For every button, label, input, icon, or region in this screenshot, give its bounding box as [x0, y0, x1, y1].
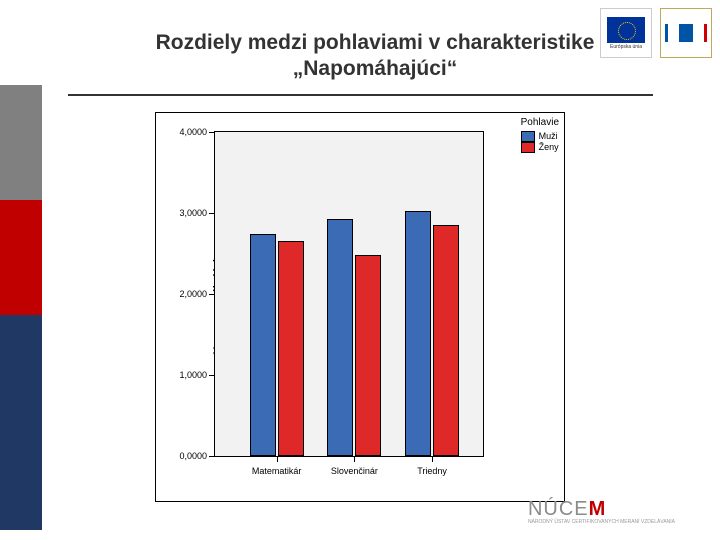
bar-group: [327, 132, 381, 456]
side-block-red: [0, 200, 42, 315]
bar-group: [250, 132, 304, 456]
y-tick-label: 4,0000: [179, 127, 207, 137]
legend-item: Muži: [521, 131, 559, 142]
bar: [250, 234, 276, 456]
legend-title: Pohlavie: [521, 117, 559, 129]
legend: Pohlavie Muži Ženy: [521, 117, 559, 153]
nucem-logo: NÚCEM NÁRODNÝ ÚSTAV CERTIFIKOVANÝCH MERA…: [528, 499, 675, 525]
legend-label: Ženy: [539, 142, 559, 153]
legend-label: Muži: [539, 131, 558, 142]
chart-frame: Mean napomáhajúci Pohlavie Muži Ženy 0,0…: [155, 112, 565, 502]
legend-swatch: [521, 142, 535, 153]
bar-group: [405, 132, 459, 456]
y-tick-label: 0,0000: [179, 451, 207, 461]
title-underline: [68, 94, 653, 96]
y-tick: [209, 294, 215, 295]
side-block-grey: [0, 85, 42, 200]
bar: [433, 225, 459, 456]
title-line-1: Rozdiely medzi pohlaviami v charakterist…: [156, 31, 595, 54]
x-tick: [432, 456, 433, 462]
y-tick-label: 1,0000: [179, 370, 207, 380]
nucem-text: NÚCE: [528, 498, 589, 520]
legend-swatch: [521, 131, 535, 142]
x-tick: [277, 456, 278, 462]
legend-item: Ženy: [521, 142, 559, 153]
y-tick-label: 3,0000: [179, 208, 207, 218]
title-line-2: „Napomáhajúci“: [293, 57, 458, 80]
side-block-navy: [0, 315, 42, 530]
bar: [327, 219, 353, 456]
plot-area: 0,00001,00002,00003,00004,0000Matematiká…: [214, 131, 484, 457]
y-tick: [209, 375, 215, 376]
x-tick-label: Slovenčinár: [331, 466, 378, 476]
x-tick-label: Matematikár: [252, 466, 302, 476]
nucem-accent: M: [589, 498, 607, 520]
x-tick: [354, 456, 355, 462]
y-tick: [209, 213, 215, 214]
nucem-sub: NÁRODNÝ ÚSTAV CERTIFIKOVANÝCH MERANÍ VZD…: [528, 520, 675, 525]
bar: [405, 211, 431, 456]
secondary-logo: [660, 8, 712, 58]
slide: Európska únia Rozdiely medzi pohlaviami …: [0, 0, 720, 540]
secondary-logo-icon: [679, 24, 693, 42]
y-tick: [209, 456, 215, 457]
bar: [355, 255, 381, 456]
y-tick: [209, 132, 215, 133]
bar: [278, 241, 304, 456]
y-tick-label: 2,0000: [179, 289, 207, 299]
slide-title: Rozdiely medzi pohlaviami v charakterist…: [95, 30, 655, 83]
x-tick-label: Triedny: [417, 466, 447, 476]
